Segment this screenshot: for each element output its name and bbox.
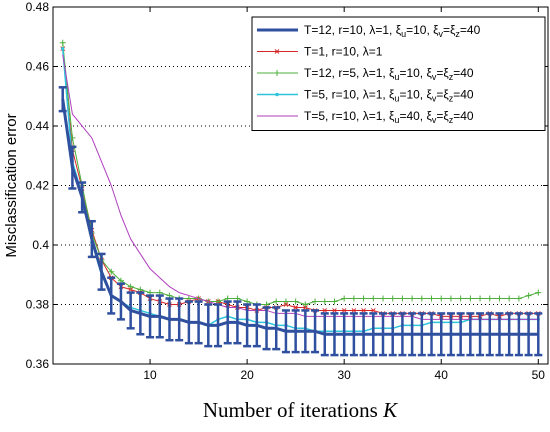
data-point bbox=[370, 295, 377, 302]
y-axis-label: Misclassification error bbox=[3, 113, 20, 257]
data-point bbox=[341, 295, 348, 302]
data-point bbox=[525, 292, 532, 299]
data-point bbox=[486, 295, 493, 302]
data-point bbox=[127, 283, 134, 290]
data-point bbox=[360, 295, 367, 302]
data-point bbox=[273, 298, 280, 305]
data-point bbox=[322, 308, 328, 313]
series-5 bbox=[62, 54, 539, 320]
data-point bbox=[331, 298, 338, 305]
series-line bbox=[61, 48, 539, 333]
series-line bbox=[61, 99, 539, 336]
data-point bbox=[59, 39, 66, 46]
data-point bbox=[108, 268, 115, 275]
y-tick-label: 0.48 bbox=[26, 0, 50, 14]
legend-entry: T=12, r=5, λ=1, ξu=10, ξv=ξz=40 bbox=[257, 66, 474, 82]
data-point bbox=[447, 295, 454, 302]
data-point bbox=[418, 295, 425, 302]
legend-marker bbox=[275, 92, 279, 97]
legend-label: T=5, r=10, λ=1, ξu=10, ξv=ξz=40 bbox=[304, 88, 474, 104]
data-point bbox=[351, 308, 357, 313]
data-point bbox=[370, 308, 376, 313]
data-point bbox=[293, 305, 299, 310]
y-tick-label: 0.4 bbox=[32, 238, 49, 252]
legend-marker bbox=[274, 70, 280, 76]
data-point bbox=[350, 295, 357, 302]
data-point bbox=[506, 295, 513, 302]
legend: T=12, r=10, λ=1, ξu=10, ξv=ξz=40 T=1, r=1… bbox=[251, 16, 546, 131]
data-point bbox=[282, 298, 289, 305]
data-point bbox=[389, 295, 396, 302]
series-layer bbox=[58, 39, 543, 357]
data-point bbox=[312, 298, 319, 305]
axis-ticks: 0.36 0.38 0.4 0.42 0.44 0.46 0.48 10 20 30 40 50 bbox=[26, 0, 548, 382]
data-point bbox=[428, 295, 435, 302]
data-point bbox=[399, 295, 406, 302]
legend-label: T=1, r=10, λ=1 bbox=[304, 45, 383, 59]
x-tick-label: 30 bbox=[337, 368, 351, 382]
x-tick-label: 10 bbox=[143, 368, 157, 382]
legend-entry: T=12, r=10, λ=1, ξu=10, ξv=ξz=40 bbox=[257, 23, 481, 39]
data-point bbox=[409, 295, 416, 302]
legend-label: T=12, r=10, λ=1, ξu=10, ξv=ξz=40 bbox=[304, 23, 481, 39]
x-tick-label: 40 bbox=[435, 368, 449, 382]
y-tick-label: 0.44 bbox=[26, 119, 50, 133]
data-point bbox=[332, 308, 337, 313]
legend-entry: T=5, r=10, λ=1, ξu=10, ξv=ξz=40 bbox=[257, 88, 474, 104]
legend-entry: T=1, r=10, λ=1 bbox=[257, 45, 383, 59]
data-point bbox=[361, 308, 366, 313]
data-point bbox=[438, 295, 445, 302]
data-point bbox=[467, 295, 474, 302]
y-tick-label: 0.46 bbox=[26, 60, 50, 74]
legend-box bbox=[251, 16, 546, 131]
x-tick-label: 20 bbox=[240, 368, 254, 382]
series-1 bbox=[58, 86, 543, 357]
data-point bbox=[496, 295, 503, 302]
legend-label: T=5, r=10, λ=1, ξu=40, ξv=ξz=40 bbox=[304, 109, 474, 125]
data-point bbox=[321, 298, 328, 305]
data-point bbox=[292, 298, 299, 305]
x-axis-label-text: Number of iterations bbox=[203, 398, 378, 422]
data-point bbox=[535, 289, 542, 296]
data-point bbox=[341, 308, 347, 313]
y-tick-label: 0.36 bbox=[26, 357, 50, 371]
data-point bbox=[61, 47, 65, 51]
legend-entry: T=5, r=10, λ=1, ξu=40, ξv=ξz=40 bbox=[257, 109, 474, 125]
y-tick-label: 0.38 bbox=[26, 298, 50, 312]
data-point bbox=[515, 295, 522, 302]
x-tick-label: 50 bbox=[532, 368, 546, 382]
data-point bbox=[302, 301, 309, 308]
data-point bbox=[380, 295, 386, 302]
series-line bbox=[62, 54, 539, 320]
data-point bbox=[457, 295, 464, 302]
legend-label: T=12, r=5, λ=1, ξu=10, ξv=ξz=40 bbox=[304, 66, 474, 82]
x-axis-label-variable: K bbox=[382, 398, 398, 422]
y-tick-label: 0.42 bbox=[26, 179, 50, 193]
legend-marker bbox=[274, 49, 280, 54]
data-point bbox=[477, 295, 484, 302]
x-axis-label: Number of iterations K bbox=[203, 398, 398, 422]
